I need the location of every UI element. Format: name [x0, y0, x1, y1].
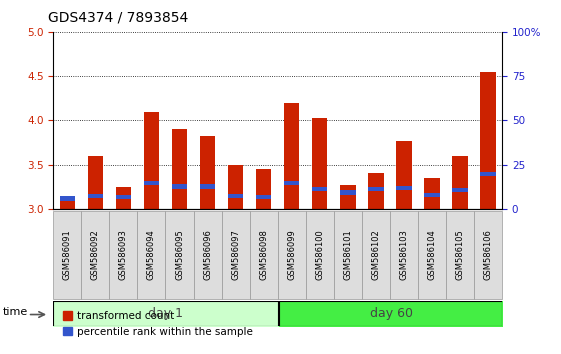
Bar	[424, 178, 440, 209]
Text: GSM586103: GSM586103	[399, 229, 408, 280]
Text: GSM586098: GSM586098	[259, 229, 268, 280]
Bar	[222, 211, 250, 299]
Bar	[137, 211, 165, 299]
Bar	[165, 211, 194, 299]
Bar	[172, 184, 187, 188]
Bar	[312, 187, 328, 191]
Bar	[200, 136, 215, 209]
Text: GSM586105: GSM586105	[456, 229, 465, 280]
Bar	[334, 211, 362, 299]
Text: GSM586099: GSM586099	[287, 229, 296, 280]
Text: GSM586095: GSM586095	[175, 229, 184, 280]
Bar	[480, 172, 496, 176]
Text: day 60: day 60	[370, 307, 413, 320]
Bar	[340, 190, 356, 195]
Text: GSM586097: GSM586097	[231, 229, 240, 280]
Bar	[250, 211, 278, 299]
Bar	[228, 194, 243, 198]
Bar	[452, 156, 468, 209]
Text: GSM586093: GSM586093	[119, 229, 128, 280]
Bar	[362, 211, 390, 299]
Text: GSM586102: GSM586102	[371, 229, 380, 280]
Bar	[59, 196, 75, 209]
Bar	[418, 211, 446, 299]
Bar	[306, 211, 334, 299]
Text: time: time	[3, 307, 28, 317]
Text: GSM586104: GSM586104	[427, 229, 436, 280]
Bar	[59, 196, 75, 201]
Text: GDS4374 / 7893854: GDS4374 / 7893854	[48, 11, 188, 25]
Bar	[144, 181, 159, 185]
Text: GSM586092: GSM586092	[91, 229, 100, 280]
Text: GSM586106: GSM586106	[484, 229, 493, 280]
Bar	[116, 195, 131, 199]
Bar	[256, 195, 272, 199]
Bar	[284, 103, 300, 209]
Bar	[144, 112, 159, 209]
Bar	[480, 72, 496, 209]
Bar	[278, 211, 306, 299]
Legend: transformed count, percentile rank within the sample: transformed count, percentile rank withi…	[58, 307, 257, 341]
Bar	[116, 187, 131, 209]
Bar	[88, 194, 103, 198]
Text: day 1: day 1	[148, 307, 183, 320]
Bar	[446, 211, 474, 299]
Bar	[368, 173, 384, 209]
Text: GSM586096: GSM586096	[203, 229, 212, 280]
Bar	[284, 181, 300, 185]
Bar	[172, 129, 187, 209]
Bar	[312, 118, 328, 209]
Bar	[424, 193, 440, 198]
Text: GSM586100: GSM586100	[315, 229, 324, 280]
Bar	[396, 141, 412, 209]
Bar	[53, 211, 81, 299]
Bar	[452, 188, 468, 192]
Text: GSM586101: GSM586101	[343, 229, 352, 280]
Bar	[368, 187, 384, 191]
Text: GSM586094: GSM586094	[147, 229, 156, 280]
Bar	[88, 156, 103, 209]
Bar	[81, 211, 109, 299]
Bar	[109, 211, 137, 299]
Text: GSM586091: GSM586091	[63, 229, 72, 280]
Bar	[228, 165, 243, 209]
Bar	[200, 184, 215, 188]
Bar	[194, 211, 222, 299]
Bar	[474, 211, 502, 299]
Bar	[390, 211, 418, 299]
Bar	[396, 186, 412, 190]
Bar	[256, 169, 272, 209]
Bar	[340, 185, 356, 209]
